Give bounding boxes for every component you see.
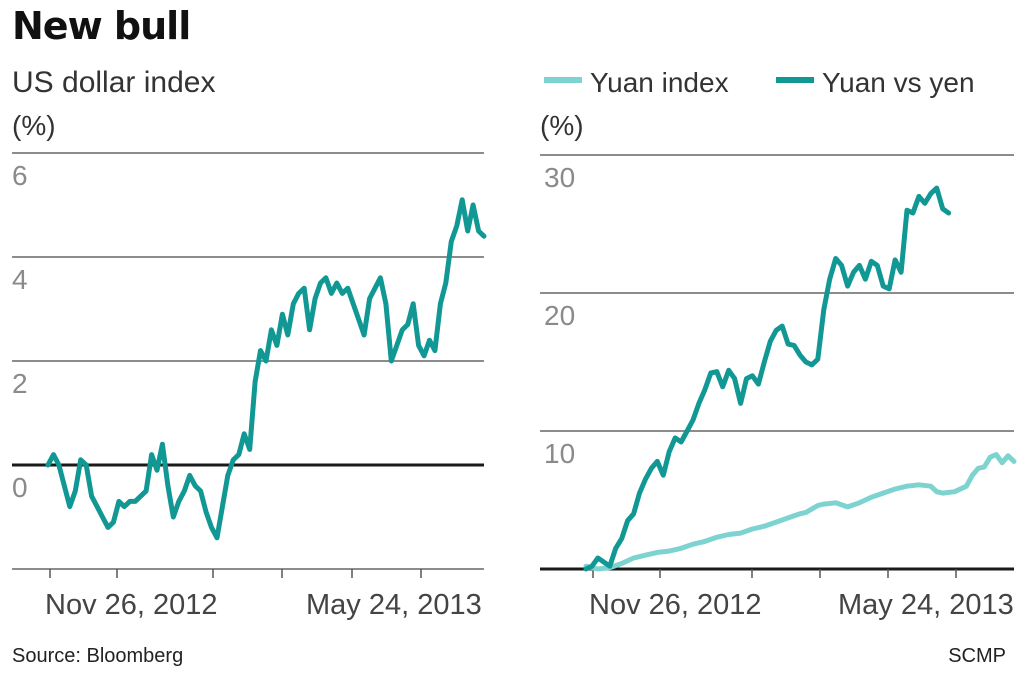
right-y-tick: 30 — [544, 162, 575, 193]
left-x-tick-label: May 24, 2013 — [306, 589, 482, 621]
right-y-tick: 10 — [544, 438, 575, 469]
left-unit-label: (%) — [12, 110, 56, 141]
legend-label-yuan-vs-yen: Yuan vs yen — [822, 67, 975, 98]
left-y-tick: 2 — [12, 368, 28, 399]
series-line-yuan-index — [583, 452, 1017, 572]
left-y-tick: 0 — [12, 472, 28, 503]
source-note: Source: Bloomberg — [12, 645, 184, 667]
left-y-tick: 4 — [12, 264, 28, 295]
chart-title: New bull — [12, 4, 191, 48]
right-panel: Yuan index Yuan vs yen (%) 30 20 10 Nov … — [540, 67, 1014, 621]
left-chart-title: US dollar index — [12, 66, 215, 99]
left-x-tick-label: Nov 26, 2012 — [45, 589, 218, 621]
right-x-tick-label: Nov 26, 2012 — [589, 589, 762, 621]
left-y-tick: 6 — [12, 160, 28, 191]
right-unit-label: (%) — [540, 110, 584, 141]
credit-label: SCMP — [948, 645, 1006, 667]
left-panel: US dollar index (%) 6 4 2 0 Nov 26, 2012… — [12, 66, 484, 621]
series-line-yuan-vs-yen — [583, 185, 952, 572]
series-line-us-dollar-index — [45, 197, 487, 541]
right-x-tick-label: May 24, 2013 — [838, 589, 1014, 621]
legend-label-yuan-index: Yuan index — [590, 67, 729, 98]
series-layer — [45, 185, 1017, 572]
right-y-tick: 20 — [544, 300, 575, 331]
